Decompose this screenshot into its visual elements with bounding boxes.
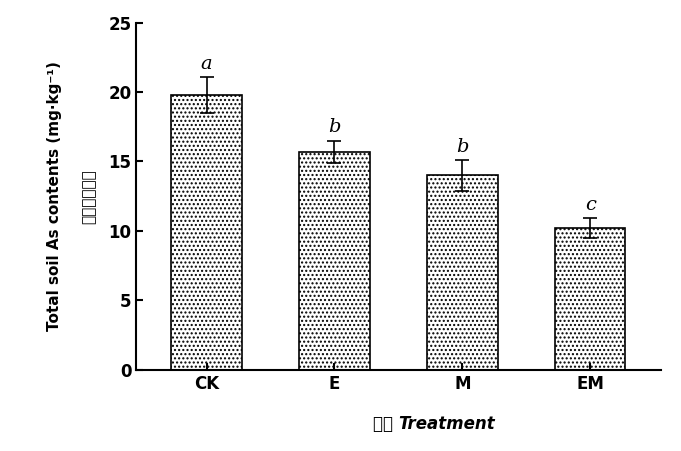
Bar (555, 228, 625, 370)
Text: 处理: 处理 (373, 415, 398, 433)
Text: Treatment: Treatment (398, 415, 495, 433)
Text: Total soil As contents (mg·kg⁻¹): Total soil As contents (mg·kg⁻¹) (48, 61, 63, 331)
Text: a: a (201, 55, 212, 73)
Text: b: b (328, 119, 340, 137)
Text: 土壤总牀含量: 土壤总牀含量 (82, 169, 97, 224)
Bar (172, 95, 242, 370)
Bar (427, 175, 498, 370)
Bar (299, 152, 370, 370)
Text: b: b (456, 138, 469, 156)
Text: c: c (585, 196, 596, 214)
